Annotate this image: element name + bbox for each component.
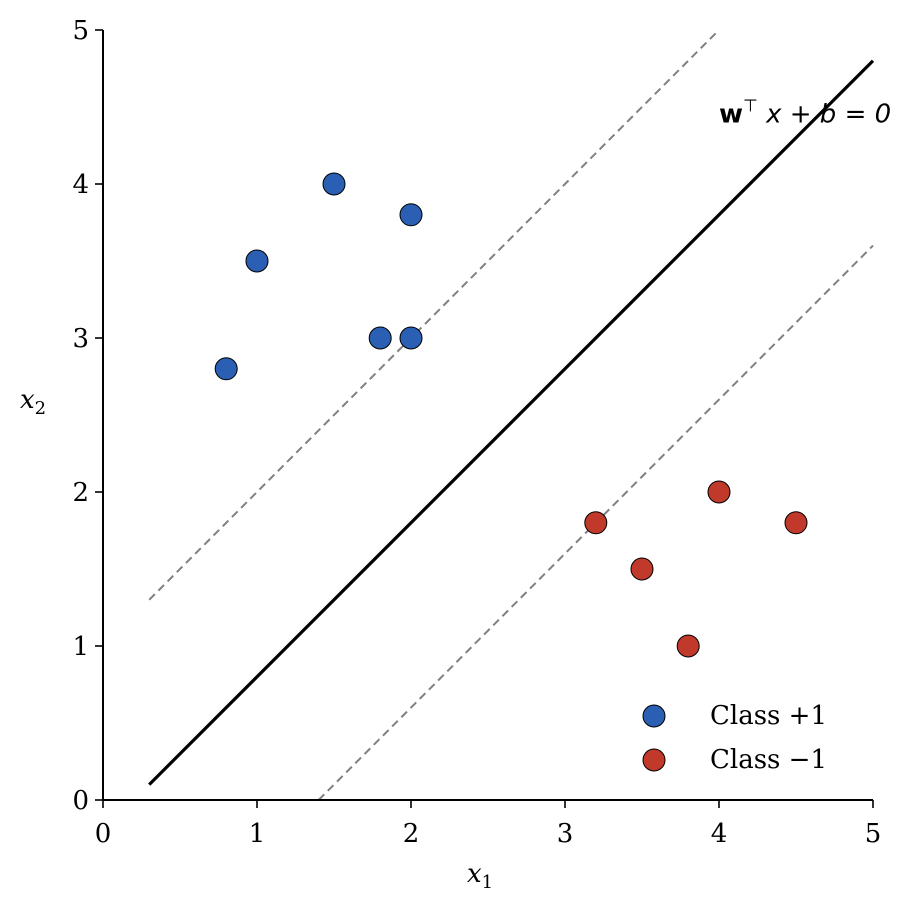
class-pos-point bbox=[245, 249, 269, 273]
x-tick-label: 5 bbox=[865, 819, 882, 849]
y-tick-label: 0 bbox=[72, 786, 89, 816]
class-neg-point bbox=[676, 634, 700, 658]
class-neg-point bbox=[707, 480, 731, 504]
y-tick-label: 1 bbox=[72, 632, 89, 662]
x-ticks: 0 1 2 3 4 5 bbox=[95, 800, 882, 849]
class-pos-point bbox=[368, 326, 392, 350]
y-axis-label: x2 bbox=[20, 385, 46, 419]
x-axis-label-sub: 1 bbox=[482, 872, 493, 893]
upper-margin-line bbox=[148, 29, 720, 601]
legend-marker-class-pos bbox=[642, 704, 666, 728]
legend-label-class-neg: Class −1 bbox=[710, 745, 827, 775]
y-tick-label: 5 bbox=[72, 16, 89, 46]
class-pos-point bbox=[399, 326, 423, 350]
annotation-equation-rest: x + b = 0 bbox=[758, 99, 891, 129]
legend-marker-class-neg bbox=[642, 748, 666, 772]
y-ticks: 0 1 2 3 4 5 bbox=[72, 16, 103, 816]
x-axis-label: x1 bbox=[467, 859, 493, 893]
class-neg-point bbox=[630, 557, 654, 581]
y-tick-label: 2 bbox=[72, 478, 89, 508]
x-tick-label: 3 bbox=[557, 819, 574, 849]
x-axis-label-main: x bbox=[467, 859, 482, 889]
x-tick-label: 2 bbox=[403, 819, 420, 849]
class-pos-point bbox=[399, 203, 423, 227]
x-tick-label: 1 bbox=[249, 819, 266, 849]
decision-boundary-label: w⊤ x + b = 0 bbox=[719, 96, 891, 129]
legend-label-class-pos: Class +1 bbox=[710, 701, 827, 731]
x-tick-label: 0 bbox=[95, 819, 112, 849]
class-neg-point bbox=[584, 511, 608, 535]
class-pos-point bbox=[214, 357, 238, 381]
annotation-transpose-symbol: ⊤ bbox=[743, 96, 758, 116]
y-tick-label: 4 bbox=[72, 170, 89, 200]
points-layer bbox=[214, 172, 808, 658]
decision-boundary-line bbox=[148, 59, 875, 786]
y-tick-label: 3 bbox=[72, 324, 89, 354]
x-tick-label: 4 bbox=[711, 819, 728, 849]
y-axis-label-sub: 2 bbox=[35, 398, 46, 419]
y-axis-label-main: x bbox=[20, 385, 35, 415]
lines-layer bbox=[148, 29, 875, 801]
annotation-weight-symbol: w bbox=[719, 99, 743, 129]
class-pos-point bbox=[322, 172, 346, 196]
class-neg-point bbox=[784, 511, 808, 535]
legend: Class +1 Class −1 bbox=[642, 701, 827, 775]
